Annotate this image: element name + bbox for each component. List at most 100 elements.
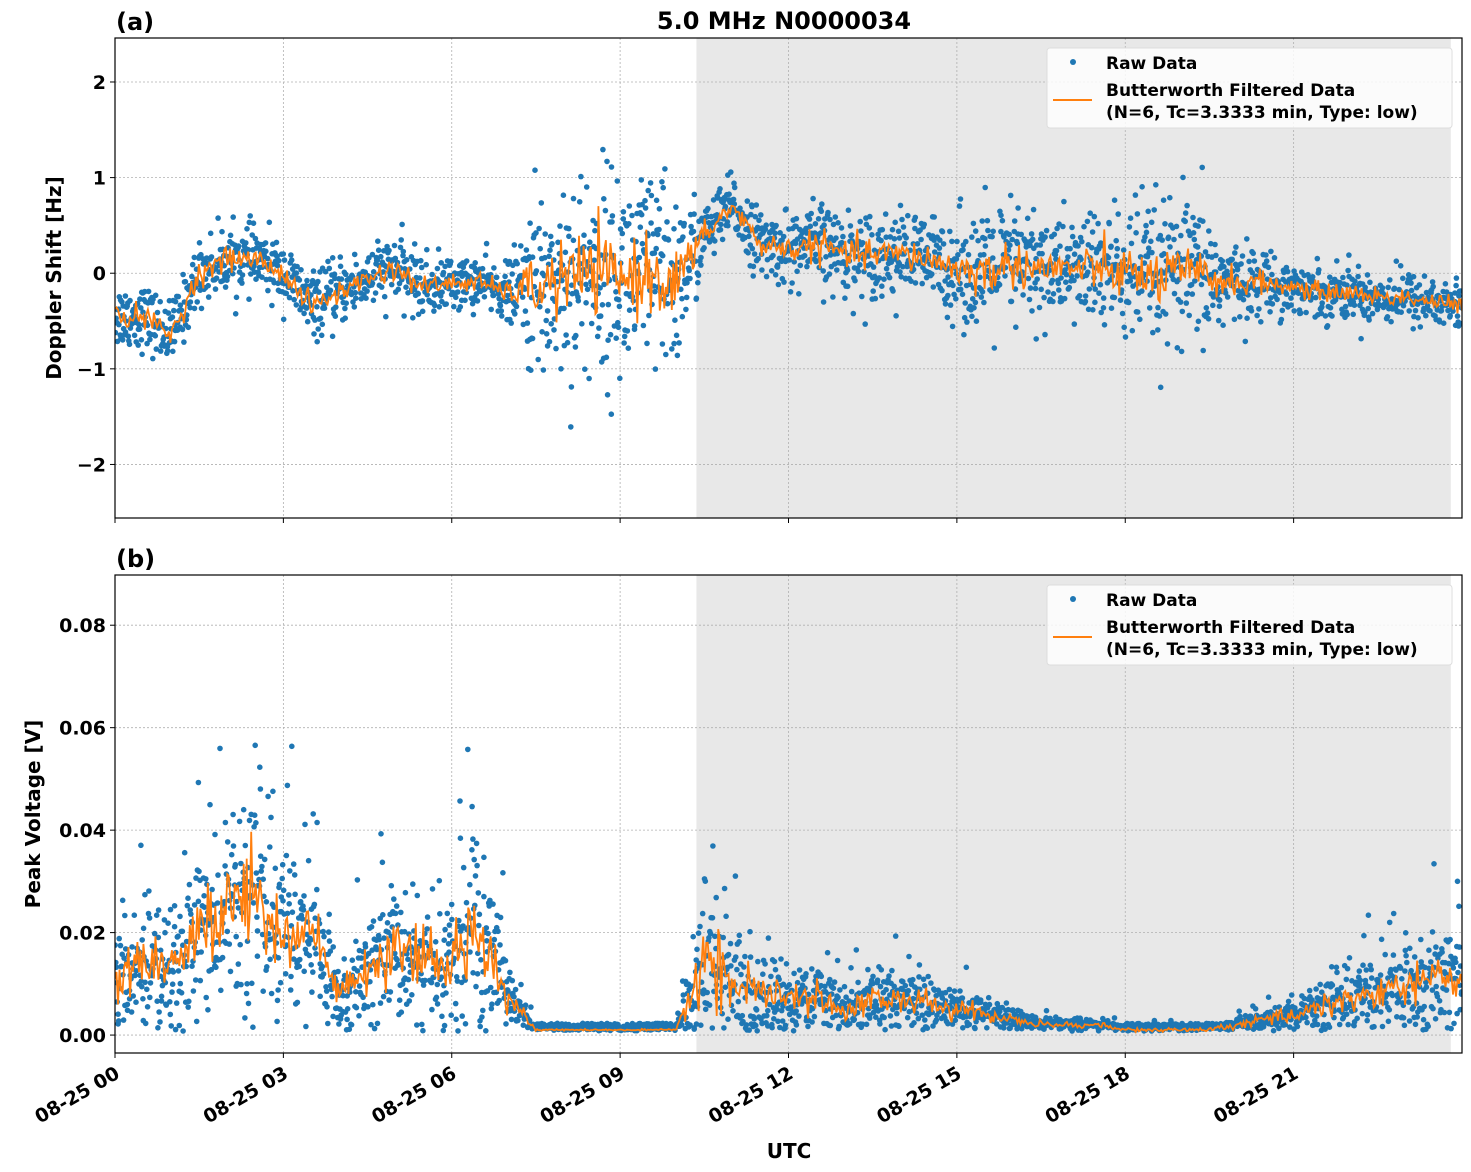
- raw-data-point: [1200, 218, 1206, 224]
- raw-data-point: [872, 295, 879, 302]
- raw-data-point: [273, 239, 280, 246]
- raw-data-point: [497, 914, 504, 921]
- raw-data-point: [232, 311, 239, 317]
- raw-data-point: [311, 901, 318, 908]
- raw-data-point: [709, 915, 716, 921]
- raw-data-point: [619, 230, 626, 237]
- raw-data-point: [268, 814, 274, 821]
- raw-data-point: [921, 983, 928, 989]
- raw-data-point: [1091, 213, 1098, 220]
- raw-data-point: [386, 247, 392, 254]
- raw-data-point: [897, 202, 904, 209]
- raw-data-point: [743, 1022, 750, 1028]
- raw-data-point: [163, 1002, 170, 1008]
- raw-data-point: [812, 230, 818, 236]
- raw-data-point: [830, 985, 837, 991]
- raw-data-point: [172, 1026, 179, 1033]
- raw-data-point: [140, 309, 146, 316]
- raw-data-point: [391, 896, 397, 902]
- raw-data-point: [1284, 268, 1291, 275]
- raw-data-point: [1167, 244, 1173, 250]
- raw-data-point: [375, 238, 381, 244]
- raw-data-point: [698, 1022, 704, 1028]
- raw-data-point: [370, 269, 377, 275]
- raw-data-point: [742, 953, 748, 960]
- raw-data-point: [542, 231, 548, 237]
- raw-data-point: [940, 241, 947, 247]
- raw-data-point: [543, 317, 549, 324]
- raw-data-point: [296, 277, 303, 283]
- raw-data-point: [1263, 252, 1269, 258]
- raw-data-point: [370, 1001, 376, 1008]
- raw-data-point: [456, 917, 462, 924]
- raw-data-point: [543, 331, 550, 337]
- raw-data-point: [268, 990, 275, 997]
- raw-data-point: [190, 988, 197, 994]
- raw-data-point: [1157, 384, 1164, 391]
- raw-data-point: [1114, 245, 1121, 252]
- raw-data-point: [1319, 300, 1325, 306]
- raw-data-point: [1306, 987, 1313, 994]
- raw-data-point: [228, 851, 235, 858]
- raw-data-point: [1344, 311, 1350, 318]
- raw-data-point: [384, 920, 391, 926]
- raw-data-point: [289, 909, 296, 915]
- raw-data-point: [882, 211, 889, 217]
- raw-data-point: [258, 868, 265, 874]
- raw-data-point: [902, 982, 909, 989]
- raw-data-point: [841, 1000, 848, 1007]
- raw-data-point: [1188, 252, 1195, 259]
- raw-data-point: [1071, 277, 1077, 284]
- raw-data-point: [434, 981, 441, 988]
- raw-data-point: [392, 255, 399, 262]
- raw-data-point: [189, 261, 196, 268]
- panel-a: 210−1−2(a)Doppler Shift [Hz]Raw DataButt…: [42, 8, 1463, 523]
- raw-data-point: [537, 245, 543, 252]
- raw-data-point: [1278, 316, 1285, 323]
- raw-data-point: [329, 254, 336, 261]
- raw-data-point: [601, 281, 607, 288]
- raw-data-point: [251, 812, 258, 818]
- raw-data-point: [794, 268, 800, 275]
- raw-data-point: [1283, 291, 1290, 297]
- raw-data-point: [951, 291, 957, 298]
- raw-data-point: [115, 1018, 122, 1024]
- raw-data-point: [965, 251, 972, 258]
- raw-data-point: [1153, 182, 1159, 188]
- raw-data-point: [981, 299, 987, 306]
- raw-data-point: [434, 265, 441, 272]
- raw-data-point: [308, 962, 315, 968]
- raw-data-point: [1106, 220, 1112, 227]
- raw-data-point: [891, 983, 897, 990]
- raw-data-point: [975, 237, 981, 244]
- raw-data-point: [496, 997, 503, 1004]
- raw-data-point: [219, 228, 225, 235]
- raw-data-point: [246, 817, 253, 824]
- raw-data-point: [1458, 320, 1462, 327]
- raw-data-point: [928, 980, 934, 986]
- raw-data-point: [963, 964, 970, 971]
- raw-data-point: [438, 260, 445, 266]
- raw-data-point: [793, 215, 800, 222]
- raw-data-point: [1185, 228, 1192, 234]
- raw-data-point: [616, 303, 623, 310]
- raw-data-point: [1013, 324, 1019, 331]
- raw-data-point: [130, 993, 136, 999]
- raw-data-point: [414, 892, 421, 899]
- raw-data-point: [131, 332, 138, 339]
- raw-data-point: [170, 941, 177, 948]
- raw-data-point: [690, 933, 696, 940]
- raw-data-point: [937, 237, 943, 243]
- raw-data-point: [115, 329, 119, 336]
- raw-data-point: [1423, 289, 1430, 296]
- raw-data-point: [439, 1013, 445, 1020]
- raw-data-point: [1076, 293, 1083, 299]
- raw-data-point: [984, 217, 991, 224]
- raw-data-point: [445, 941, 452, 947]
- raw-data-point: [1077, 234, 1084, 241]
- raw-data-point: [363, 295, 369, 302]
- raw-data-point: [823, 253, 829, 260]
- raw-data-point: [1408, 287, 1415, 294]
- raw-data-point: [1071, 251, 1078, 257]
- raw-data-point: [402, 889, 409, 896]
